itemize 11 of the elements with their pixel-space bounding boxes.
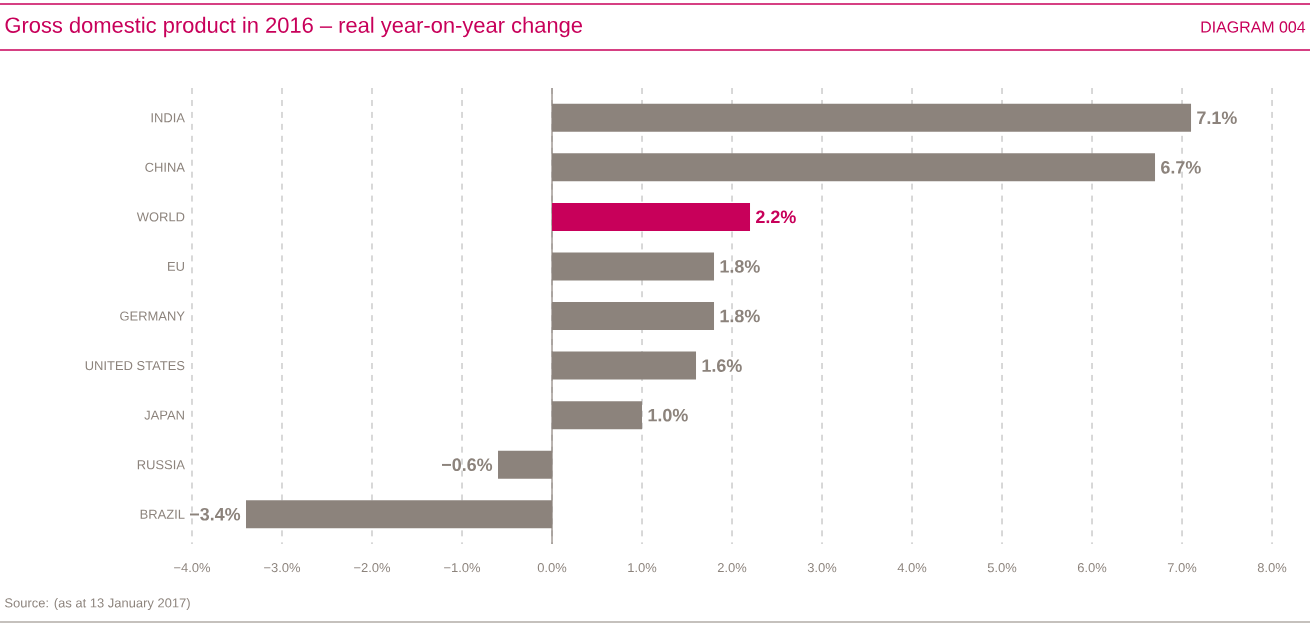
data-label: 6.7% [1161, 160, 1201, 174]
data-label: 1.8% [720, 260, 760, 273]
bar [552, 202, 751, 231]
data-label: 1.8% [720, 309, 760, 323]
chart-title: Gross domestic product in 2016 – real year-on-year change [5, 16, 583, 38]
data-label: −0.6% [442, 458, 493, 472]
data-label: 7.1% [1197, 111, 1237, 125]
data-label: 1.0% [648, 408, 688, 422]
data-label: 2.2% [756, 210, 796, 224]
data-label: 1.6% [702, 359, 742, 372]
data-label: −3.4% [190, 507, 241, 521]
